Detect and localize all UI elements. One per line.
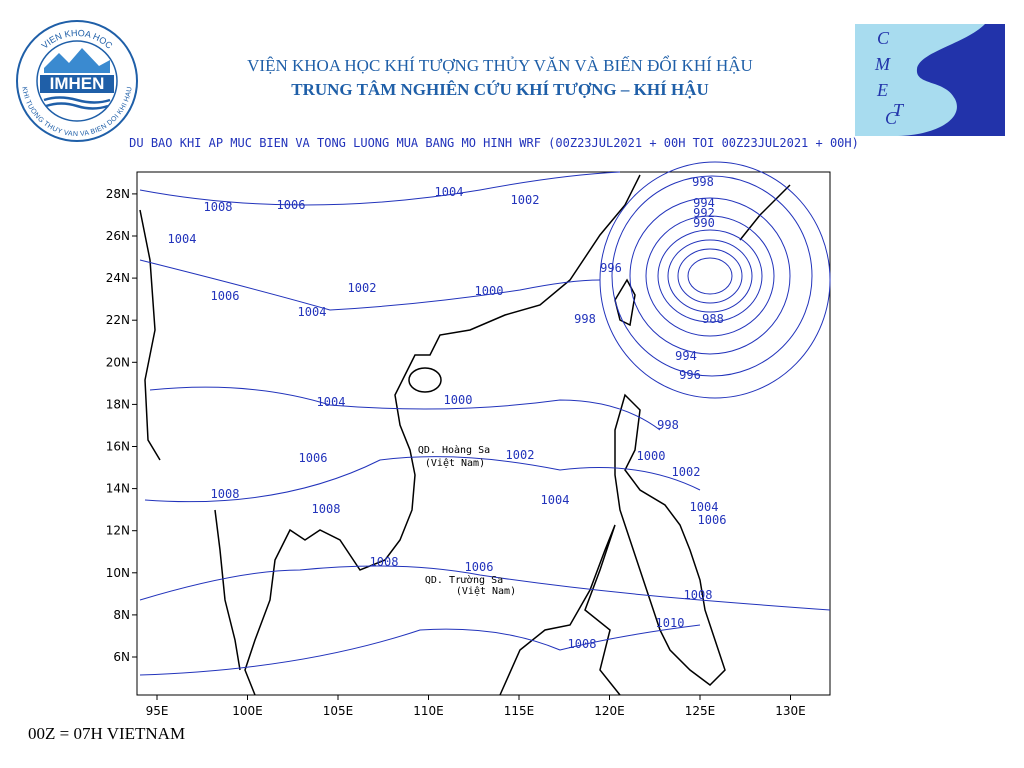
isobar-label: 1004: [168, 232, 197, 246]
map-frame: [136, 171, 831, 696]
isobar-labels: 1008 100610041002998994992990100499610061…: [168, 175, 727, 651]
isobar-label: 1004: [541, 493, 570, 507]
lat-label: 26N: [106, 229, 130, 243]
isobar-label: 1008: [211, 487, 240, 501]
lat-label: 6N: [113, 650, 130, 664]
isobar-label: 1006: [465, 560, 494, 574]
isobar-label: 998: [657, 418, 679, 432]
isobar-label: 1002: [348, 281, 377, 295]
lat-label: 18N: [106, 397, 130, 411]
isobar-label: 1004: [690, 500, 719, 514]
isobar-label: 1000: [637, 449, 666, 463]
lon-label: 130E: [775, 704, 806, 718]
logo-letter: C: [885, 108, 898, 128]
isobar-label: 1004: [435, 185, 464, 199]
isobar-label: 1006: [211, 289, 240, 303]
isobar-label: 998: [574, 312, 596, 326]
center-name: TRUNG TÂM NGHIÊN CỨU KHÍ TƯỢNG – KHÍ HẬU: [291, 80, 709, 99]
isobar-label: 1008: [568, 637, 597, 651]
lat-label: 28N: [106, 187, 130, 201]
isobar-label: 998: [692, 175, 714, 189]
place-labels: QD. Hoàng Sa(Việt Nam)QD. Trường Sa(Việt…: [418, 444, 516, 597]
isobar-label: 1002: [672, 465, 701, 479]
lon-label: 120E: [594, 704, 625, 718]
isobar-label: 1008: [370, 555, 399, 569]
isobar-label: 1008: [204, 200, 233, 214]
isobars: [139, 161, 831, 676]
isobar-label: 988: [702, 312, 724, 326]
isobar-label: 1002: [511, 193, 540, 207]
lon-label: 110E: [413, 704, 444, 718]
lat-label: 22N: [106, 313, 130, 327]
lat-label: 8N: [113, 608, 130, 622]
isobar-label: 1004: [298, 305, 327, 319]
logo-letter: E: [876, 80, 888, 100]
lon-label: 105E: [323, 704, 354, 718]
logo-name: IMHEN: [50, 74, 105, 93]
lon-label: 95E: [146, 704, 169, 718]
place-label: (Việt Nam): [456, 585, 516, 597]
lat-label: 12N: [106, 524, 130, 538]
isobar-label: 990: [693, 216, 715, 230]
isobar-label: 996: [600, 261, 622, 275]
isobar-label: 1002: [506, 448, 535, 462]
isobar-label: 1008: [312, 502, 341, 516]
isobar-label: 1004: [317, 395, 346, 409]
place-label: QD. Trường Sa: [425, 574, 503, 586]
isobar-label: 1006: [277, 198, 306, 212]
lat-label: 10N: [106, 566, 130, 580]
lat-label: 24N: [106, 271, 130, 285]
isobar-label: 996: [679, 368, 701, 382]
place-label: QD. Hoàng Sa: [418, 444, 490, 456]
isobar-label: 1000: [475, 284, 504, 298]
map-title: DU BAO KHI AP MUC BIEN VA TONG LUONG MUA…: [129, 136, 859, 150]
lon-label: 100E: [232, 704, 263, 718]
isobar-label: 992: [693, 206, 715, 220]
imhen-logo: IMHEN VIEN KHOA HOC KHI TUONG THUY VAN V…: [16, 20, 138, 142]
logo-letter: M: [874, 54, 891, 74]
isobar-label: 994: [675, 349, 697, 363]
institute-name: VIỆN KHOA HỌC KHÍ TƯỢNG THỦY VĂN VÀ BIẾN…: [247, 56, 753, 75]
isobar-label: 1006: [299, 451, 328, 465]
logo-letter: C: [877, 28, 890, 48]
isobar-label: 1006: [698, 513, 727, 527]
place-label: (Việt Nam): [425, 457, 485, 469]
lat-label: 16N: [106, 440, 130, 454]
isobar-label: 1010: [656, 616, 685, 630]
isobar-label: 1000: [444, 393, 473, 407]
footer-note: 00Z = 07H VIETNAM: [28, 724, 186, 743]
logo-letter: T: [893, 100, 905, 120]
map: DU BAO KHI AP MUC BIEN VA TONG LUONG MUA…: [106, 136, 859, 718]
lat-label: 20N: [106, 355, 130, 369]
axis-ticks: 95E 100E 105E 110E 115E 120E 125E 130E 6N 8N 10N 12…: [106, 187, 806, 718]
coastlines: [139, 174, 791, 696]
lon-label: 115E: [504, 704, 535, 718]
lat-label: 14N: [106, 482, 130, 496]
lon-label: 125E: [685, 704, 716, 718]
isobar-label: 994: [693, 196, 715, 210]
isobar-label: 1008: [684, 588, 713, 602]
